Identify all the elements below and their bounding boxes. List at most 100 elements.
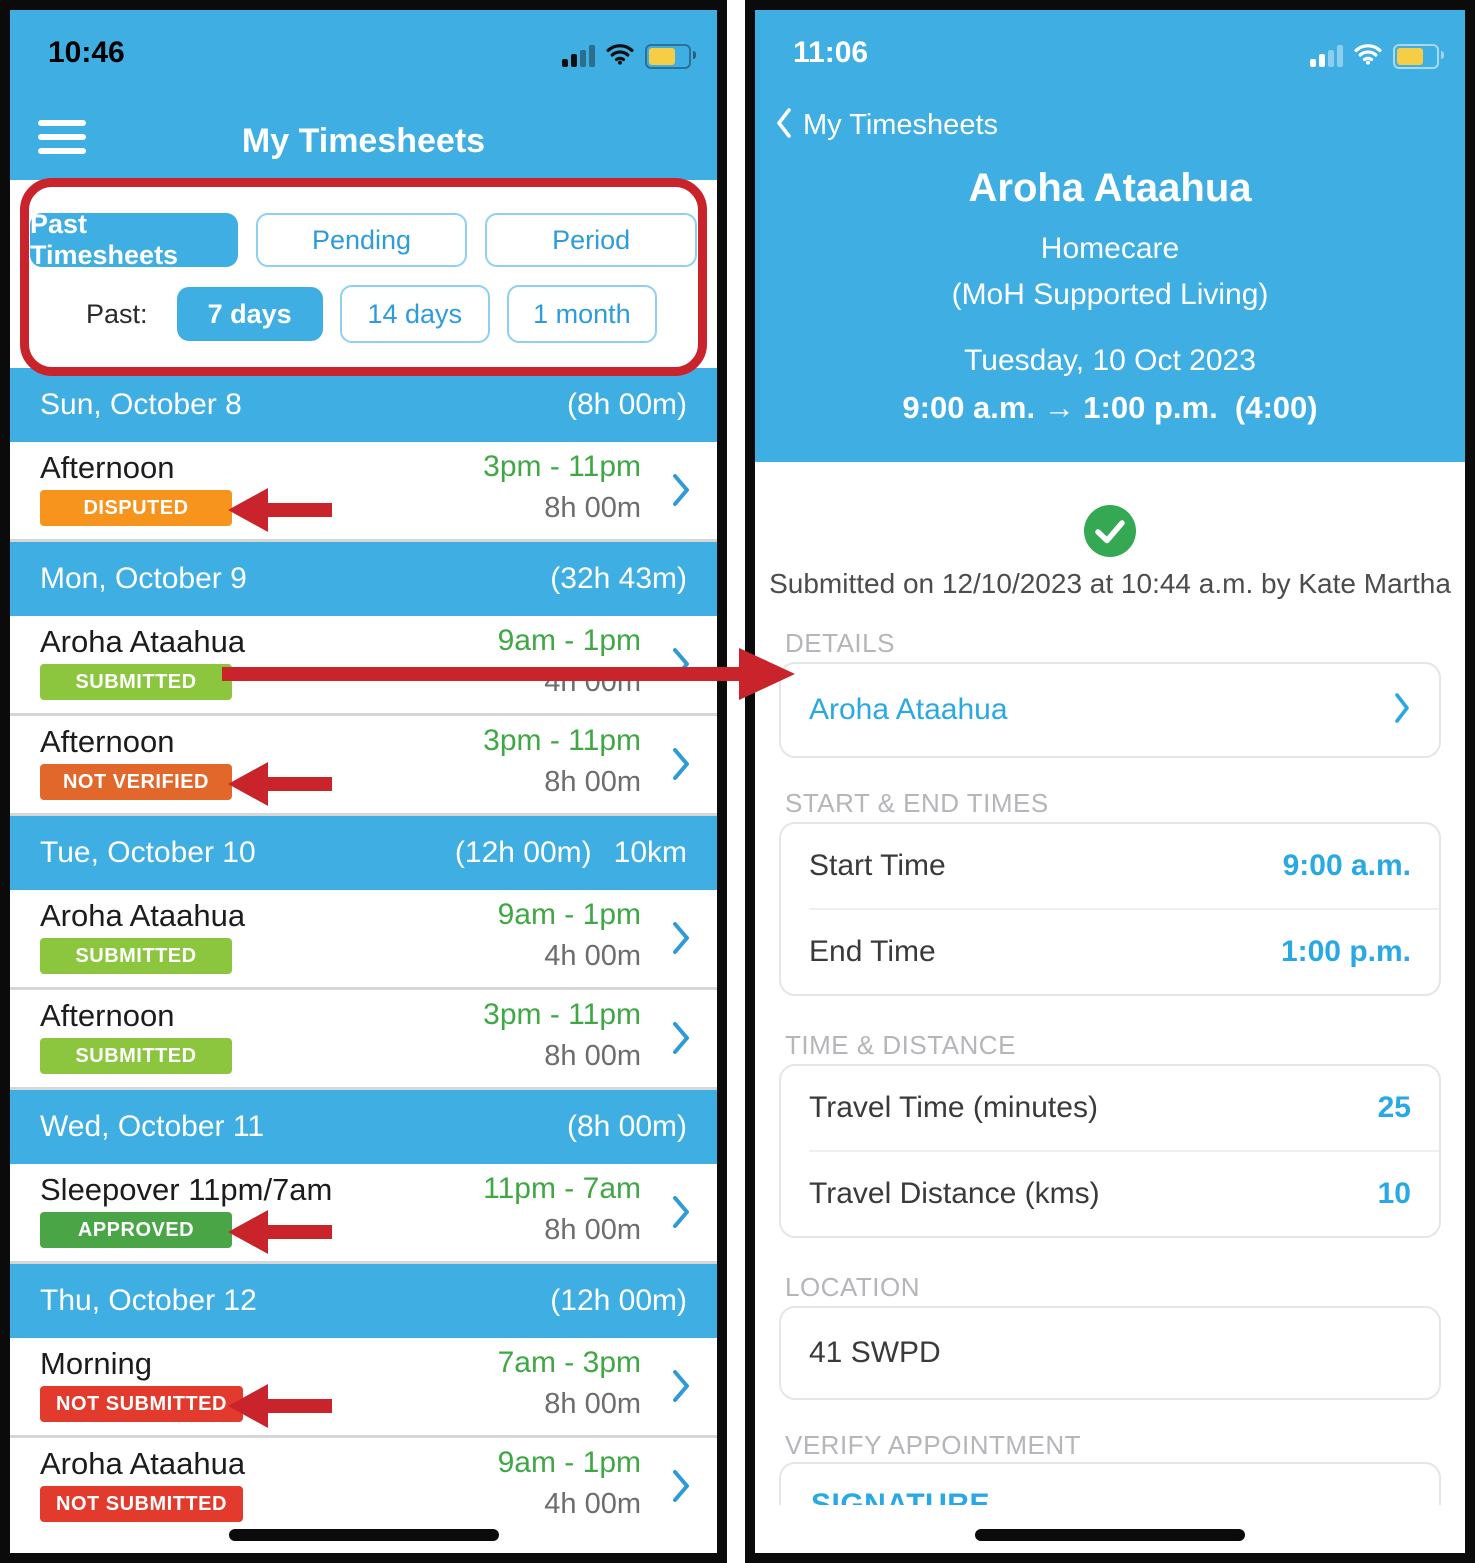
past-label: Past: <box>86 298 148 329</box>
annotation-arrow-icon <box>228 488 332 532</box>
location-value: 41 SWPD <box>809 1336 941 1369</box>
day-section-date: Thu, October 12 <box>40 1284 257 1317</box>
back-button[interactable]: My Timesheets <box>775 106 998 145</box>
travel-time-label: Travel Time (minutes) <box>809 1091 1098 1124</box>
location-card: 41 SWPD <box>779 1306 1441 1400</box>
detail-header: 11:06 <box>755 10 1465 462</box>
timesheet-time-range: 3pm - 11pm <box>483 724 641 757</box>
status-time: 11:06 <box>793 36 869 69</box>
travel-distance-row[interactable]: Travel Distance (kms) 10 <box>781 1152 1439 1236</box>
day-section-date: Wed, October 11 <box>40 1110 265 1143</box>
page-title: My Timesheets <box>241 122 486 160</box>
day-section-header: Thu, October 12 (12h 00m) <box>10 1264 717 1338</box>
timesheet-duration: 4h 00m <box>544 1488 641 1520</box>
range-7-days[interactable]: 7 days <box>176 287 323 341</box>
timesheet-time-range: 7am - 3pm <box>497 1346 641 1379</box>
timesheet-row-title: Aroha Ataahua <box>40 898 246 933</box>
end-time-value: 1:00 p.m. <box>1280 935 1411 968</box>
timesheet-row[interactable]: Sleepover 11pm/7am APPROVED 11pm - 7am 8h 0… <box>10 1164 717 1261</box>
range-1-month[interactable]: 1 month <box>506 285 657 343</box>
day-total-hours: (8h 00m) <box>566 388 687 421</box>
row-divider <box>10 713 717 716</box>
day-total-distance: 10km <box>613 836 687 869</box>
timesheet-row[interactable]: Morning NOT SUBMITTED 7am - 3pm 8h 00m <box>10 1338 717 1435</box>
service-detail: (MoH Supported Living) <box>951 278 1269 311</box>
status-time: 10:46 <box>48 36 125 69</box>
filter-ranges: Past: 7 days 14 days 1 month <box>86 285 657 343</box>
timesheet-row[interactable]: Afternoon NOT VERIFIED 3pm - 11pm 8h 00m <box>10 716 717 813</box>
timesheet-time-range: 11pm - 7am <box>483 1172 641 1205</box>
end-time-label: End Time <box>809 935 936 968</box>
day-section-totals: (8h 00m) <box>567 388 687 422</box>
timesheet-row-title: Afternoon <box>40 998 175 1033</box>
timesheet-list: Sun, October 8 (8h 00m) Afternoon DISPUTED 3… <box>10 368 717 1535</box>
end-time-row[interactable]: End Time 1:00 p.m. <box>781 910 1439 994</box>
row-divider <box>10 1261 717 1264</box>
back-label: My Timesheets <box>803 109 998 141</box>
timesheet-duration: 8h 00m <box>544 1214 641 1246</box>
timesheet-duration: 8h 00m <box>544 492 641 524</box>
timesheet-row[interactable]: Afternoon DISPUTED 3pm - 11pm 8h 00m <box>10 442 717 539</box>
tab-pending[interactable]: Pending <box>255 213 468 267</box>
timesheet-detail-screen: 11:06 <box>755 10 1465 1553</box>
details-card: Aroha Ataahua <box>779 662 1441 758</box>
wifi-icon <box>605 42 635 70</box>
client-name-title: Aroha Ataahua <box>968 166 1252 210</box>
row-divider <box>10 1435 717 1438</box>
chevron-right-icon <box>671 918 691 963</box>
cellular-signal-icon <box>1310 45 1343 67</box>
status-badge: NOT SUBMITTED <box>40 1486 243 1522</box>
timesheet-list-screen: 10:46 My Timesheets <box>10 10 717 1553</box>
range-14-days[interactable]: 14 days <box>339 285 490 343</box>
travel-distance-label: Travel Distance (kms) <box>809 1177 1100 1210</box>
battery-icon <box>1393 43 1444 69</box>
bottom-mask <box>755 1505 1465 1553</box>
chevron-right-icon <box>671 1466 691 1511</box>
chevron-right-icon <box>671 1192 691 1237</box>
location-section-label: LOCATION <box>785 1272 920 1302</box>
menu-icon[interactable] <box>38 120 86 162</box>
timesheet-row[interactable]: Afternoon SUBMITTED 3pm - 11pm 8h 00m <box>10 990 717 1087</box>
timesheet-row[interactable]: Aroha Ataahua SUBMITTED 9am - 1pm 4h 00m <box>10 890 717 987</box>
day-total-hours: (12h 00m) <box>550 1284 687 1317</box>
service-type: Homecare <box>1040 232 1180 265</box>
row-divider <box>10 987 717 990</box>
travel-time-row[interactable]: Travel Time (minutes) 25 <box>781 1066 1439 1150</box>
chevron-right-icon <box>671 1018 691 1063</box>
timesheet-row[interactable]: Aroha Ataahua NOT SUBMITTED 9am - 1pm 4h 00… <box>10 1438 717 1535</box>
day-section-header: Mon, October 9 (32h 43m) <box>10 542 717 616</box>
day-section-date: Tue, October 10 <box>40 836 256 869</box>
divider <box>809 1150 1439 1152</box>
day-section-header: Sun, October 8 (8h 00m) <box>10 368 717 442</box>
timesheet-time-range: 3pm - 11pm <box>483 450 641 483</box>
time-distance-section-label: TIME & DISTANCE <box>785 1030 1016 1060</box>
timesheet-duration: 8h 00m <box>544 1388 641 1420</box>
day-section-date: Sun, October 8 <box>40 388 242 421</box>
annotation-arrow-icon <box>228 1210 332 1254</box>
start-end-card: Start Time 9:00 a.m. End Time 1:00 p.m. <box>779 822 1441 996</box>
tab-past-timesheets[interactable]: Past Timesheets <box>30 209 238 270</box>
submitted-note: Submitted on 12/10/2023 at 10:44 a.m. by… <box>769 568 1451 599</box>
details-client-row[interactable]: Aroha Ataahua <box>781 664 1439 756</box>
home-indicator[interactable] <box>228 1529 499 1541</box>
row-divider <box>10 813 717 816</box>
status-badge: NOT SUBMITTED <box>40 1386 243 1422</box>
timesheet-row-title: Aroha Ataahua <box>40 1446 246 1481</box>
annotation-arrow-icon <box>228 1384 332 1428</box>
start-time-row[interactable]: Start Time 9:00 a.m. <box>781 824 1439 908</box>
submitted-check-icon <box>1083 504 1137 563</box>
status-icons <box>1310 42 1444 70</box>
home-indicator[interactable] <box>975 1529 1245 1541</box>
location-row[interactable]: 41 SWPD <box>781 1308 1439 1398</box>
status-badge: DISPUTED <box>40 490 232 526</box>
tab-period[interactable]: Period <box>485 213 698 267</box>
day-section-totals: (12h 00m) 10km <box>455 836 687 870</box>
annotation-arrow-to-detail <box>222 648 795 700</box>
day-total-hours: (12h 00m) <box>454 836 592 869</box>
day-section-totals: (32h 43m) <box>550 562 687 596</box>
timesheet-row[interactable]: Aroha Ataahua SUBMITTED 9am - 1pm 4h 00m <box>10 616 717 713</box>
status-icons <box>562 42 696 70</box>
timesheet-duration: 8h 00m <box>544 766 641 798</box>
chevron-left-icon <box>775 106 793 145</box>
